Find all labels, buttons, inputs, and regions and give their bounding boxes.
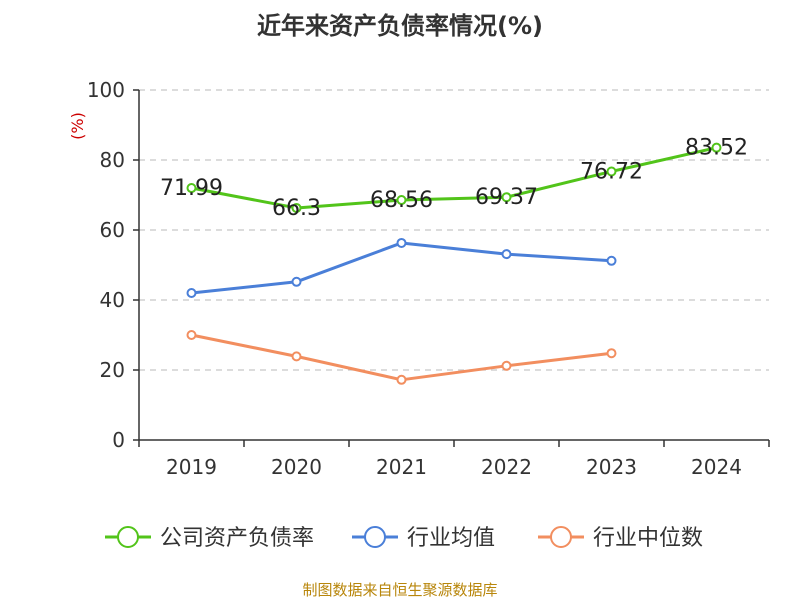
- data-point[interactable]: [606, 255, 617, 266]
- data-point[interactable]: [501, 249, 512, 260]
- y-tick-label: 60: [100, 218, 125, 242]
- series-lines: [186, 142, 722, 385]
- legend-item-1[interactable]: 行业均值: [352, 526, 495, 551]
- y-tick-label: 40: [100, 288, 125, 312]
- data-point[interactable]: [501, 192, 512, 203]
- gridlines: [139, 89, 769, 371]
- legend-swatch-marker: [364, 526, 386, 548]
- data-point[interactable]: [186, 330, 197, 340]
- series-line-1: [191, 241, 612, 295]
- data-point[interactable]: [501, 360, 512, 371]
- y-axis-unit: (%): [68, 112, 87, 140]
- data-point[interactable]: [186, 288, 197, 298]
- legend-label: 公司资产负债率: [160, 526, 314, 551]
- legend-swatch-marker: [117, 526, 139, 548]
- source-note: 制图数据来自恒生聚源数据库: [302, 581, 497, 599]
- legend-item-2[interactable]: 行业中位数: [538, 526, 703, 551]
- data-point[interactable]: [291, 351, 302, 362]
- series-line-2: [191, 333, 612, 382]
- data-point[interactable]: [606, 166, 617, 177]
- y-tick-label: 0: [112, 428, 125, 452]
- data-label: 68.56: [370, 188, 433, 213]
- data-label: 66.3: [272, 196, 321, 221]
- data-label: 69.37: [475, 185, 538, 210]
- data-point[interactable]: [186, 183, 197, 194]
- legend[interactable]: 公司资产负债率 行业均值 行业中位数: [105, 526, 703, 551]
- y-tick-label: 20: [100, 358, 125, 382]
- x-tick-label: 2020: [271, 455, 322, 479]
- data-point[interactable]: [396, 237, 407, 248]
- data-label: 76.72: [580, 159, 643, 184]
- x-tick-label: 2019: [166, 455, 217, 479]
- data-point[interactable]: [396, 195, 407, 206]
- data-label: 83.52: [685, 136, 748, 161]
- legend-item-0[interactable]: 公司资产负债率: [105, 526, 314, 551]
- x-tick-label: 2021: [376, 455, 427, 479]
- x-tick-label: 2022: [481, 455, 532, 479]
- y-tick-label: 80: [100, 148, 125, 172]
- data-point[interactable]: [396, 374, 407, 385]
- data-label: 71.99: [160, 176, 223, 201]
- y-tick-label: 100: [87, 78, 125, 102]
- axes: 0 20 40 60 80 100 2019 2020 2021 2022 2023 2024: [87, 78, 770, 479]
- legend-label: 行业均值: [407, 526, 495, 551]
- data-point[interactable]: [606, 348, 617, 359]
- series-line-0: [191, 146, 717, 210]
- data-labels: 71.99 66.3 68.56 69.37 76.72 83.52: [160, 136, 748, 221]
- data-point[interactable]: [291, 202, 302, 213]
- x-tick-label: 2023: [586, 455, 637, 479]
- legend-swatch-marker: [550, 526, 572, 548]
- data-point[interactable]: [291, 276, 302, 287]
- chart-title: 近年来资产负债率情况(%): [257, 12, 543, 40]
- x-tick-label: 2024: [691, 455, 742, 479]
- legend-label: 行业中位数: [593, 526, 703, 551]
- data-point[interactable]: [711, 142, 722, 153]
